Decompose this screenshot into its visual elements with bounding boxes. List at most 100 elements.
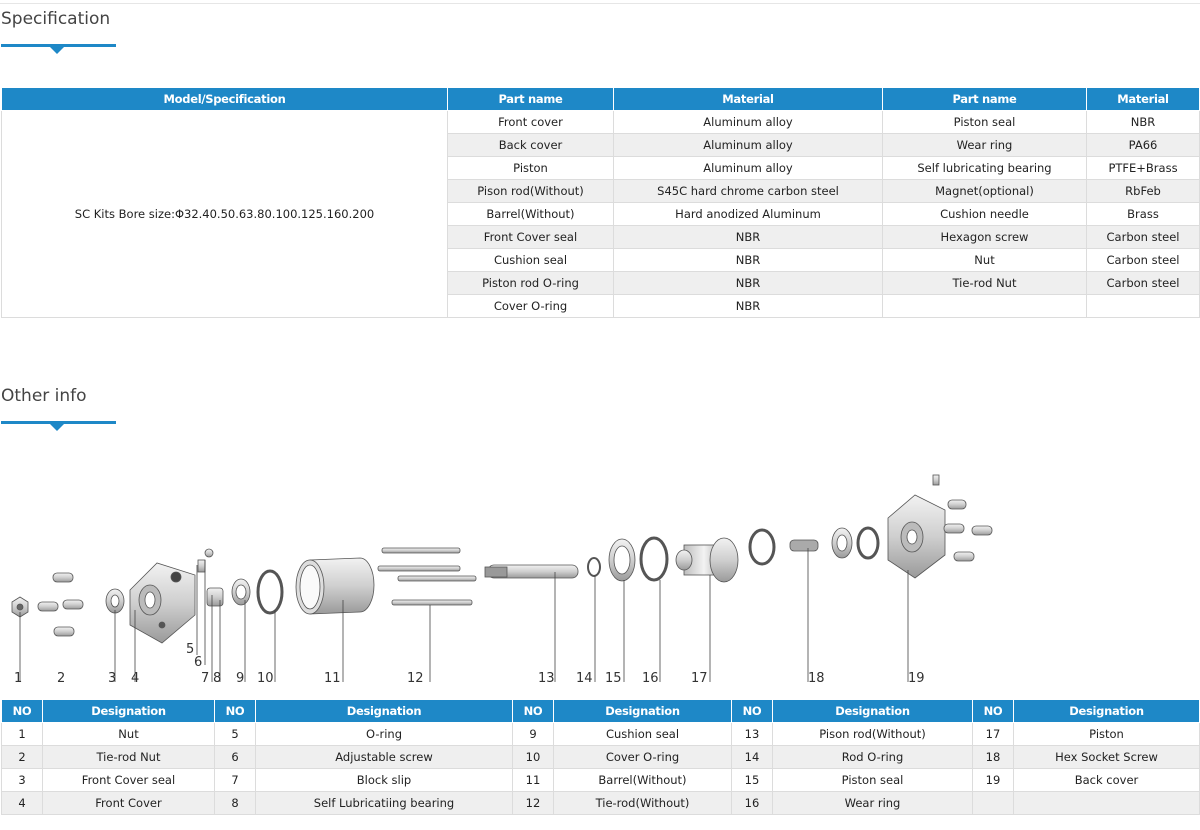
part-number-cell: 16 [731, 791, 773, 815]
callout-number: 1 [14, 671, 22, 686]
header-designation: Designation [553, 699, 732, 723]
part-name-cell: Front Cover seal [447, 225, 614, 249]
callout-number: 8 [213, 671, 221, 686]
callout-number: 10 [257, 671, 274, 686]
spec-row: Cover O-ring NBR [2, 294, 1200, 318]
parts-row: 1 Nut 5 O-ring 9 Cushion seal 13 Pison rod(With… [1, 722, 1200, 746]
parts-designation-table: NO Designation NO Designation NO Designation N… [1, 699, 1200, 815]
part-name-cell: Hexagon screw [882, 225, 1087, 249]
part-name-cell: Cushion seal [447, 248, 614, 272]
designation-cell: Block slip [255, 768, 513, 792]
spec-row: Front Cover seal NBR Hexagon screw Carbon s… [2, 225, 1200, 249]
part-tie-rod [397, 575, 477, 582]
material-cell: RbFeb [1086, 179, 1200, 203]
designation-cell: O-ring [255, 722, 513, 746]
header-designation: Designation [1013, 699, 1200, 723]
material-cell: Aluminum alloy [613, 133, 883, 157]
header-no: NO [972, 699, 1014, 723]
material-cell: PA66 [1086, 133, 1200, 157]
part-tie-rod-nut [53, 626, 75, 637]
other-info-underline [1, 421, 116, 424]
callout-number: 13 [538, 671, 555, 686]
part-number-cell: 15 [731, 768, 773, 792]
spec-row: SC Kits Bore size:Φ32.40.50.63.80.100.12… [1, 110, 1200, 318]
model-specification-cell: SC Kits Bore size:Φ32.40.50.63.80.100.12… [1, 110, 448, 318]
callout-number: 17 [691, 671, 708, 686]
part-name-cell: Wear ring [882, 133, 1087, 157]
header-designation: Designation [772, 699, 973, 723]
callout-number: 16 [642, 671, 659, 686]
part-tie-rod [391, 599, 473, 606]
header-designation: Designation [42, 699, 215, 723]
material-cell: NBR [613, 248, 883, 272]
part-name-cell: Front cover [447, 110, 614, 134]
header-no: NO [214, 699, 256, 723]
part-number-cell [972, 791, 1014, 815]
part-name-cell: Piston seal [882, 110, 1087, 134]
part-number-cell: 3 [1, 768, 43, 792]
spec-row: Barrel(Without) Hard anodized Aluminum Cus… [2, 202, 1200, 226]
part-number-cell: 5 [214, 722, 256, 746]
part-piston-ring [748, 528, 776, 566]
material-cell: NBR [613, 271, 883, 295]
header-material: Material [613, 87, 883, 111]
part-o-ring-small [204, 548, 214, 558]
part-name-cell: Cover O-ring [447, 294, 614, 318]
part-adjustable-screw [197, 559, 206, 573]
callout-number: 12 [407, 671, 424, 686]
designation-cell: Hex Socket Screw [1013, 745, 1200, 769]
material-cell: S45C hard chrome carbon steel [613, 179, 883, 203]
designation-cell: Tie-rod Nut [42, 745, 215, 769]
header-no: NO [1, 699, 43, 723]
designation-cell: Cover O-ring [553, 745, 732, 769]
callout-number: 5 [186, 642, 194, 657]
part-number-cell: 4 [1, 791, 43, 815]
designation-cell [1013, 791, 1200, 815]
part-tie-rod-nut [62, 599, 84, 610]
designation-cell: Cushion seal [553, 722, 732, 746]
material-cell [1086, 294, 1200, 318]
header-designation: Designation [255, 699, 513, 723]
callout-number: 9 [236, 671, 244, 686]
part-number-cell: 17 [972, 722, 1014, 746]
part-number-cell: 6 [214, 745, 256, 769]
material-cell: Hard anodized Aluminum [613, 202, 883, 226]
part-name-cell: Pison rod(Without) [447, 179, 614, 203]
designation-cell: Back cover [1013, 768, 1200, 792]
designation-cell: Wear ring [772, 791, 973, 815]
callout-number: 15 [605, 671, 622, 686]
part-wear-ring [639, 536, 669, 582]
material-cell: Brass [1086, 202, 1200, 226]
part-name-cell: Nut [882, 248, 1087, 272]
part-number-cell: 14 [731, 745, 773, 769]
specification-underline [1, 44, 116, 47]
designation-cell: Adjustable screw [255, 745, 513, 769]
designation-cell: Piston seal [772, 768, 973, 792]
specification-table: Model/Specification Part name Material P… [1, 87, 1200, 318]
callout-number: 19 [908, 671, 925, 686]
material-cell: PTFE+Brass [1086, 156, 1200, 180]
header-part-name: Part name [882, 87, 1087, 111]
part-number-cell: 12 [512, 791, 554, 815]
part-number-cell: 7 [214, 768, 256, 792]
part-name-cell: Piston rod O-ring [447, 271, 614, 295]
material-cell: NBR [1086, 110, 1200, 134]
material-cell: NBR [613, 225, 883, 249]
part-front-cover [129, 562, 196, 644]
header-no: NO [512, 699, 554, 723]
material-cell: Carbon steel [1086, 248, 1200, 272]
header-model: Model/Specification [1, 87, 448, 111]
designation-cell: Tie-rod(Without) [553, 791, 732, 815]
spec-row: Back cover Aluminum alloy Wear ring PA66 [2, 133, 1200, 157]
spec-row: Pison rod(Without) S45C hard chrome carbo… [2, 179, 1200, 203]
callout-number: 11 [324, 671, 341, 686]
designation-cell: Front Cover [42, 791, 215, 815]
part-number-cell: 13 [731, 722, 773, 746]
material-cell: Aluminum alloy [613, 110, 883, 134]
designation-cell: Pison rod(Without) [772, 722, 973, 746]
parts-row: 3 Front Cover seal 7 Block slip 11 Barrel(Wit… [1, 768, 1200, 792]
part-number-cell: 10 [512, 745, 554, 769]
part-barrel [309, 557, 375, 615]
callout-number: 3 [108, 671, 116, 686]
